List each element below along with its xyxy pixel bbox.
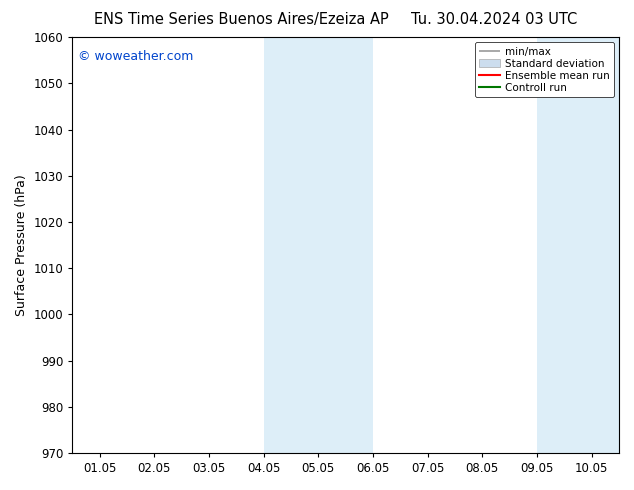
Y-axis label: Surface Pressure (hPa): Surface Pressure (hPa) (15, 174, 28, 316)
Text: ENS Time Series Buenos Aires/Ezeiza AP: ENS Time Series Buenos Aires/Ezeiza AP (94, 12, 388, 27)
Text: © woweather.com: © woweather.com (78, 49, 193, 63)
Bar (537, 37, 619, 453)
Text: Tu. 30.04.2024 03 UTC: Tu. 30.04.2024 03 UTC (411, 12, 578, 27)
Legend: min/max, Standard deviation, Ensemble mean run, Controll run: min/max, Standard deviation, Ensemble me… (475, 42, 614, 97)
Bar (264, 37, 373, 453)
